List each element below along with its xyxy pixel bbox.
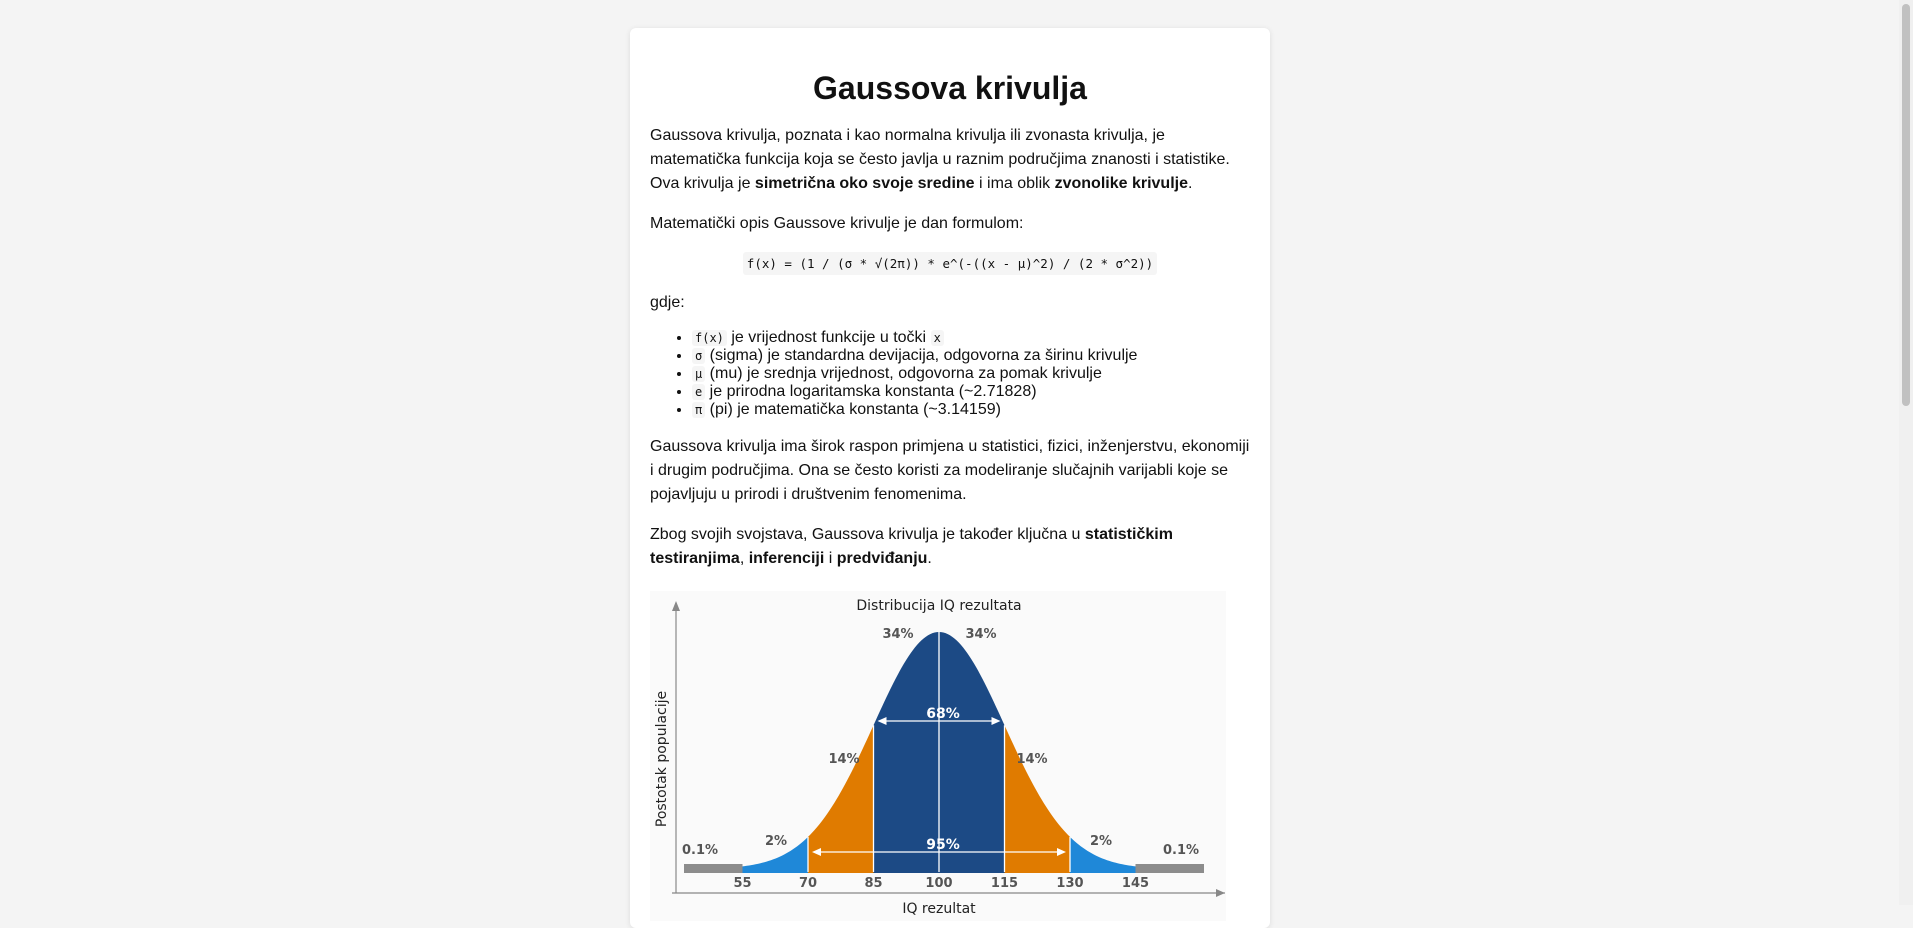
definition-text: (mu) je srednja vrijednost, odgovorna za… bbox=[705, 365, 1102, 382]
definition-text: je prirodna logaritamska konstanta (~2.7… bbox=[705, 383, 1037, 400]
x-tick-label: 115 bbox=[991, 876, 1018, 891]
conclusion-paragraph: Zbog svojih svojstava, Gaussova krivulja… bbox=[650, 523, 1250, 571]
intro-text-3: . bbox=[1188, 175, 1193, 192]
region-label: 2% bbox=[765, 834, 787, 849]
tail-region bbox=[1135, 864, 1204, 873]
region-area bbox=[873, 632, 939, 869]
interval-arrow-right bbox=[1057, 848, 1066, 856]
definition-text: (pi) je matematička konstanta (~3.14159) bbox=[705, 401, 1001, 418]
conclusion-text-1: Zbog svojih svojstava, Gaussova krivulja… bbox=[650, 526, 1085, 543]
conclusion-bold-3: predviđanju bbox=[836, 550, 928, 567]
definition-symbol: f(x) bbox=[692, 330, 727, 346]
y-axis-arrow bbox=[672, 601, 680, 611]
definitions-list: f(x) je vrijednost funkcije u točki x σ … bbox=[650, 329, 1250, 419]
region-area bbox=[939, 632, 1005, 869]
region-label: 14% bbox=[828, 752, 859, 767]
intro-paragraph: Gaussova krivulja, poznata i kao normaln… bbox=[650, 124, 1250, 196]
definition-symbol: π bbox=[692, 402, 706, 418]
region-label: 34% bbox=[965, 627, 996, 642]
list-item: σ (sigma) je standardna devijacija, odgo… bbox=[692, 347, 1250, 365]
region-label: 34% bbox=[882, 627, 913, 642]
chart-title: Distribucija IQ rezultata bbox=[856, 598, 1021, 614]
definition-symbol: σ bbox=[692, 348, 706, 364]
intro-text-2: i ima oblik bbox=[974, 175, 1055, 192]
definition-text: (sigma) je standardna devijacija, odgovo… bbox=[705, 347, 1138, 364]
definition-text: je vrijednost funkcije u točki bbox=[726, 329, 931, 346]
region-area bbox=[1070, 836, 1136, 869]
interval-arrow-right bbox=[991, 717, 1001, 725]
x-axis-label: IQ rezultat bbox=[902, 901, 976, 917]
chart-svg: 68% 95% 0.1% 2% 14% 34% 34% 14% 2% 0.1% 55 70 85 100 1… bbox=[654, 598, 1225, 917]
definition-symbol: x bbox=[930, 330, 944, 346]
interval-label: 68% bbox=[926, 706, 960, 722]
x-tick-label: 55 bbox=[733, 876, 751, 891]
conclusion-sep-1: , bbox=[739, 550, 749, 567]
x-tick-label: 130 bbox=[1056, 876, 1083, 891]
list-item: f(x) je vrijednost funkcije u točki x bbox=[692, 329, 1250, 347]
interval-label: 95% bbox=[926, 837, 960, 853]
intro-bold-2: zvonolike krivulje bbox=[1054, 175, 1188, 192]
conclusion-sep-2: i bbox=[824, 550, 837, 567]
region-label: 2% bbox=[1090, 834, 1112, 849]
x-tick-label: 145 bbox=[1122, 876, 1149, 891]
conclusion-end: . bbox=[927, 550, 932, 567]
list-item: μ (mu) je srednja vrijednost, odgovorna … bbox=[692, 365, 1250, 383]
x-tick-label: 85 bbox=[864, 876, 882, 891]
list-item: π (pi) je matematička konstanta (~3.1415… bbox=[692, 401, 1250, 419]
formula-code: f(x) = (1 / (σ * √(2π)) * e^(-((x - μ)^2… bbox=[742, 252, 1158, 275]
y-axis-label: Postotak populacije bbox=[654, 691, 670, 827]
intro-bold-1: simetrična oko svoje sredine bbox=[754, 175, 975, 192]
x-axis-arrow bbox=[1216, 889, 1225, 897]
region-label: 0.1% bbox=[682, 843, 718, 858]
formula-block: f(x) = (1 / (σ * √(2π)) * e^(-((x - μ)^2… bbox=[650, 252, 1250, 275]
x-tick-label: 70 bbox=[799, 876, 817, 891]
conclusion-bold-2: inferenciji bbox=[748, 550, 825, 567]
region-area bbox=[808, 725, 874, 869]
region-area bbox=[742, 836, 808, 869]
interval-arrow-left bbox=[812, 848, 821, 856]
formula-intro: Matematički opis Gaussove krivulje je da… bbox=[650, 215, 1024, 232]
list-item: e je prirodna logaritamska konstanta (~2… bbox=[692, 383, 1250, 401]
definition-symbol: e bbox=[692, 384, 706, 400]
applications-paragraph: Gaussova krivulja ima širok raspon primj… bbox=[650, 438, 1250, 503]
conclusion-bold-1: statističkim testiranjima bbox=[650, 526, 1173, 567]
definition-symbol: μ bbox=[692, 366, 706, 382]
region-label: 0.1% bbox=[1163, 843, 1199, 858]
page-title: Gaussova krivulja bbox=[813, 70, 1087, 106]
tail-region bbox=[684, 864, 743, 873]
where-label: gdje: bbox=[650, 294, 685, 311]
region-label: 14% bbox=[1016, 752, 1047, 767]
region-area bbox=[1004, 725, 1070, 869]
interval-arrow-left bbox=[877, 717, 887, 725]
scrollbar-thumb[interactable] bbox=[1902, 4, 1910, 406]
intro-text-1: Gaussova krivulja, poznata i kao normaln… bbox=[650, 127, 1230, 192]
article-card: Gaussova krivulja Gaussova krivulja, poz… bbox=[630, 28, 1270, 928]
x-tick-label: 100 bbox=[925, 876, 952, 891]
iq-distribution-chart: 68% 95% 0.1% 2% 14% 34% 34% 14% 2% 0.1% 55 70 85 100 1… bbox=[650, 591, 1226, 921]
vertical-scrollbar[interactable] bbox=[1899, 0, 1913, 905]
